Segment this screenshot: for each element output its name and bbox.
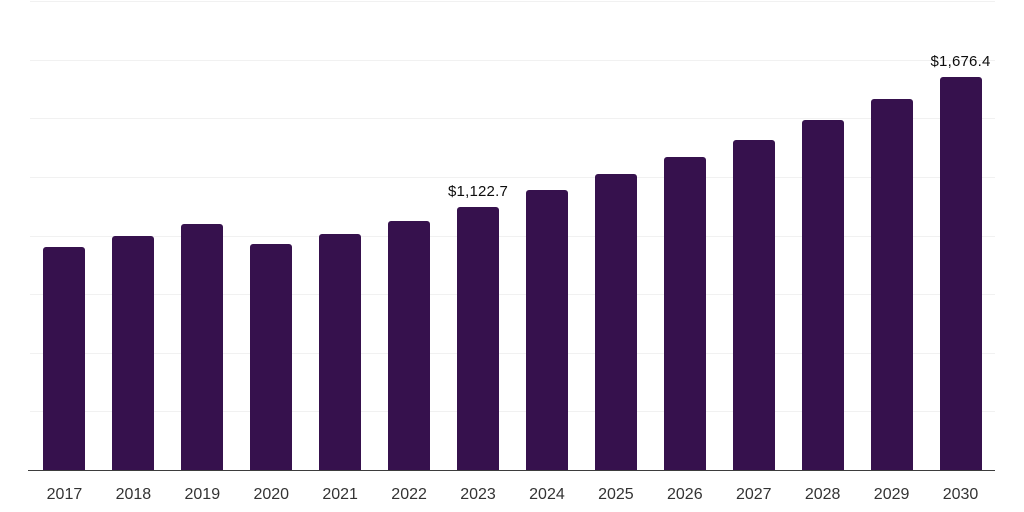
bar-2023 [457, 206, 500, 470]
data-label-2030: $1,676.4 [930, 52, 991, 70]
x-tick-label-2028: 2028 [804, 486, 841, 503]
bar-slot-2026 [650, 1, 719, 470]
bar-2027 [732, 140, 775, 470]
gridline-1250 [30, 176, 995, 178]
x-axis-line [28, 470, 995, 471]
gridline-1000 [30, 235, 995, 237]
bar-slot-2028 [788, 1, 857, 470]
bar-slot-2025 [581, 1, 650, 470]
plot-area: $1,122.7 $1,676.4 [30, 1, 995, 470]
bar-slot-2022 [375, 1, 444, 470]
x-tick-label-2023: 2023 [460, 486, 496, 503]
bar-slot-2018 [99, 1, 168, 470]
x-tick-label-2027: 2027 [735, 486, 772, 503]
gridline-2000 [30, 1, 995, 2]
bar-slot-2019 [168, 1, 237, 470]
x-tick-label-2025: 2025 [598, 486, 634, 503]
bar-slot-2030: $1,676.4 [926, 1, 995, 470]
bar-2017 [43, 247, 86, 470]
gridline-500 [30, 352, 995, 354]
x-tick-label-2018: 2018 [115, 486, 152, 503]
x-tick-label-2022: 2022 [391, 486, 427, 503]
x-tick-label-2019: 2019 [184, 486, 221, 503]
bar-slot-2024 [513, 1, 582, 470]
bar-slot-2020 [237, 1, 306, 470]
gridline-1750 [30, 59, 995, 61]
bar-slot-2021 [306, 1, 375, 470]
gridline-1500 [30, 118, 995, 120]
x-tick-label-2020: 2020 [253, 486, 290, 503]
bar-slot-2027 [719, 1, 788, 470]
bar-2024 [525, 190, 568, 470]
gridline-250 [30, 411, 995, 413]
bar-slot-2023: $1,122.7 [444, 1, 513, 470]
bar-2022 [388, 220, 431, 470]
x-tick-label-2030: 2030 [942, 486, 979, 503]
bar-2029 [870, 98, 913, 470]
x-axis-tick-labels: 2017 2018 2019 2020 2021 2022 2023 2024 2025 2026… [30, 471, 995, 512]
x-tick-label-2026: 2026 [667, 486, 703, 503]
x-tick-label-2024: 2024 [529, 486, 565, 503]
bar-slot-2029 [857, 1, 926, 470]
bar-slot-2017 [30, 1, 99, 470]
bar-2028 [801, 120, 844, 470]
bar-2021 [319, 234, 362, 470]
x-tick-label-2029: 2029 [873, 486, 910, 503]
bar-2020 [250, 243, 293, 470]
x-tick-label-2021: 2021 [322, 486, 358, 503]
bar-2019 [181, 224, 224, 470]
x-tick-label-2017: 2017 [46, 486, 83, 503]
data-label-2023: $1,122.7 [448, 182, 509, 200]
bar-2025 [594, 174, 637, 470]
bar-2030 [939, 76, 982, 470]
bar-2018 [112, 235, 155, 470]
gridline-750 [30, 294, 995, 296]
bar-2026 [663, 157, 706, 470]
